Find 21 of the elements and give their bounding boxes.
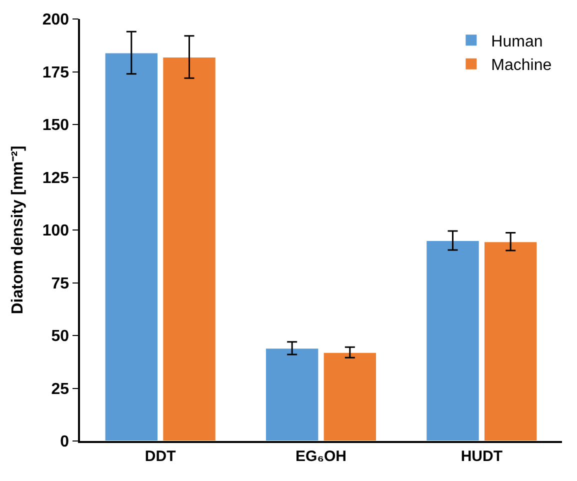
bar [104, 52, 159, 441]
bar [322, 352, 378, 441]
x-tick-label: DDT [144, 448, 176, 465]
bar [483, 241, 538, 441]
y-tick-label: 25 [51, 380, 70, 398]
y-tick-label: 200 [42, 12, 70, 29]
bar [264, 348, 320, 441]
y-tick-label: 125 [42, 170, 70, 187]
bar [426, 240, 480, 441]
y-tick-label: 175 [42, 64, 70, 82]
x-tick-label: HUDT [460, 448, 503, 465]
y-tick-label: 50 [51, 328, 70, 346]
y-tick-label: 75 [51, 275, 70, 292]
y-axis-title: Diatom density [mm⁻²] [10, 146, 27, 314]
legend-label: Human [491, 33, 543, 50]
y-tick-label: 0 [60, 434, 70, 451]
y-tick-label: 100 [42, 222, 70, 240]
y-tick-label: 150 [42, 117, 70, 134]
legend-label: Machine [491, 57, 552, 74]
x-tick-label: EG₆OH [296, 448, 346, 465]
bar [162, 56, 216, 441]
